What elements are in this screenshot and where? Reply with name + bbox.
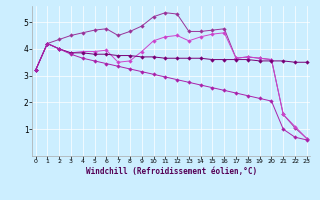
- X-axis label: Windchill (Refroidissement éolien,°C): Windchill (Refroidissement éolien,°C): [86, 167, 257, 176]
